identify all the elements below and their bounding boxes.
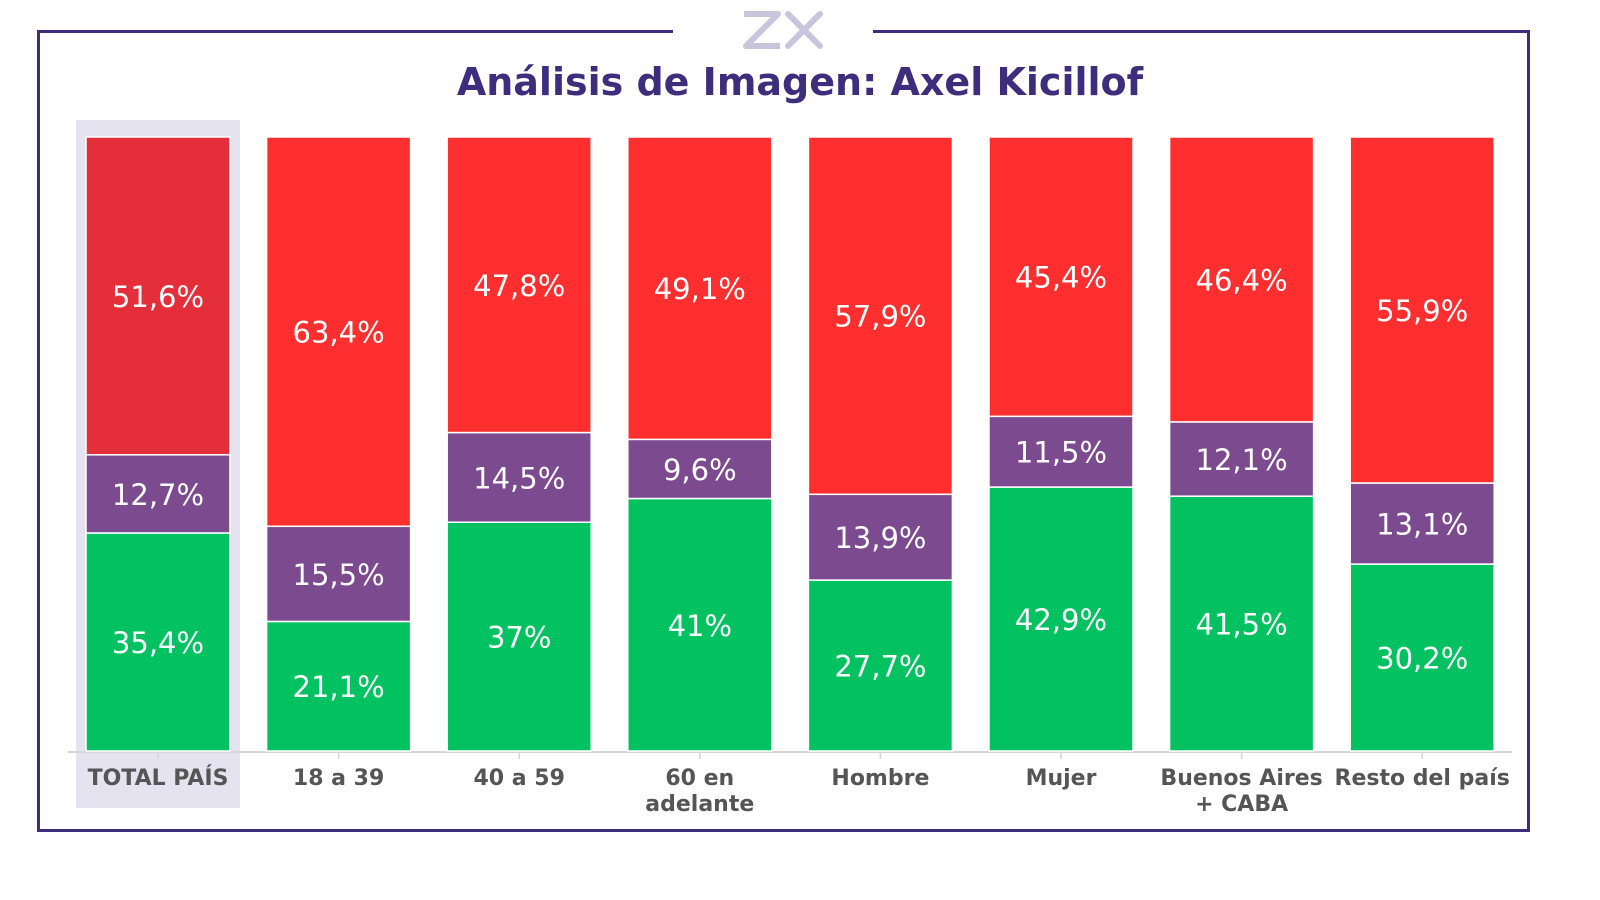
data-label: 46,4% xyxy=(1196,263,1288,297)
bar-segment xyxy=(1349,563,1495,752)
bar-segment xyxy=(1168,421,1315,497)
bar-segment xyxy=(85,136,231,456)
data-label: 13,9% xyxy=(834,521,926,555)
data-label: 63,4% xyxy=(293,316,385,350)
bar-segment xyxy=(807,579,954,752)
data-label: 14,5% xyxy=(473,461,565,495)
data-label: 45,4% xyxy=(1015,261,1107,295)
data-label: 51,6% xyxy=(112,280,204,314)
bar-segment xyxy=(988,486,1134,752)
data-label: 41,5% xyxy=(1196,608,1288,642)
data-label: 47,8% xyxy=(473,269,565,303)
x-tick-label: TOTAL PAÍS xyxy=(88,765,229,791)
data-label: 9,6% xyxy=(663,453,737,487)
bar-segment xyxy=(85,532,231,752)
bar-segment xyxy=(1168,495,1315,752)
x-tick-label: Hombre xyxy=(831,766,929,791)
x-tick-label: Buenos Aires + CABA xyxy=(1160,766,1322,817)
data-label: 37% xyxy=(487,621,551,655)
data-label: 12,7% xyxy=(112,478,204,512)
bar-segment xyxy=(988,136,1134,418)
bar-segment xyxy=(265,525,412,623)
data-label: 11,5% xyxy=(1015,436,1107,470)
data-label: 12,1% xyxy=(1196,443,1288,477)
frame-gap xyxy=(673,20,873,40)
data-label: 35,4% xyxy=(112,626,204,660)
data-label: 30,2% xyxy=(1376,642,1468,676)
x-tick-label: 18 a 39 xyxy=(293,766,384,791)
chart-title: Análisis de Imagen: Axel Kicillof xyxy=(456,60,1144,104)
data-label: 15,5% xyxy=(293,558,385,592)
bar-segment xyxy=(85,454,231,534)
bar-segment xyxy=(807,136,954,496)
bar-segment xyxy=(807,493,954,581)
bar-segment xyxy=(1349,136,1495,484)
bar-segment xyxy=(446,136,592,434)
x-tick-label: Resto del país xyxy=(1335,766,1510,791)
bar-segment xyxy=(627,438,773,500)
data-label: 21,1% xyxy=(293,670,385,704)
data-label: 13,1% xyxy=(1376,508,1468,542)
data-label: 42,9% xyxy=(1015,603,1107,637)
bar-segment xyxy=(627,497,773,752)
bar-segment xyxy=(1168,136,1315,423)
data-label: 27,7% xyxy=(834,650,926,684)
data-label: 49,1% xyxy=(654,272,746,306)
bar-segment xyxy=(265,136,412,528)
bar-segment xyxy=(627,136,773,441)
bar-segment xyxy=(446,431,592,523)
bar-segment xyxy=(265,620,412,752)
x-tick-label: 40 a 59 xyxy=(473,766,564,791)
data-label: 41% xyxy=(668,609,732,643)
bar-segment xyxy=(988,415,1134,488)
data-label: 57,9% xyxy=(834,300,926,334)
zx-logo: ZX xyxy=(743,11,823,49)
x-tick-label: Mujer xyxy=(1026,766,1097,791)
x-tick-label: 60 en adelante xyxy=(645,766,754,817)
data-label: 55,9% xyxy=(1376,294,1468,328)
